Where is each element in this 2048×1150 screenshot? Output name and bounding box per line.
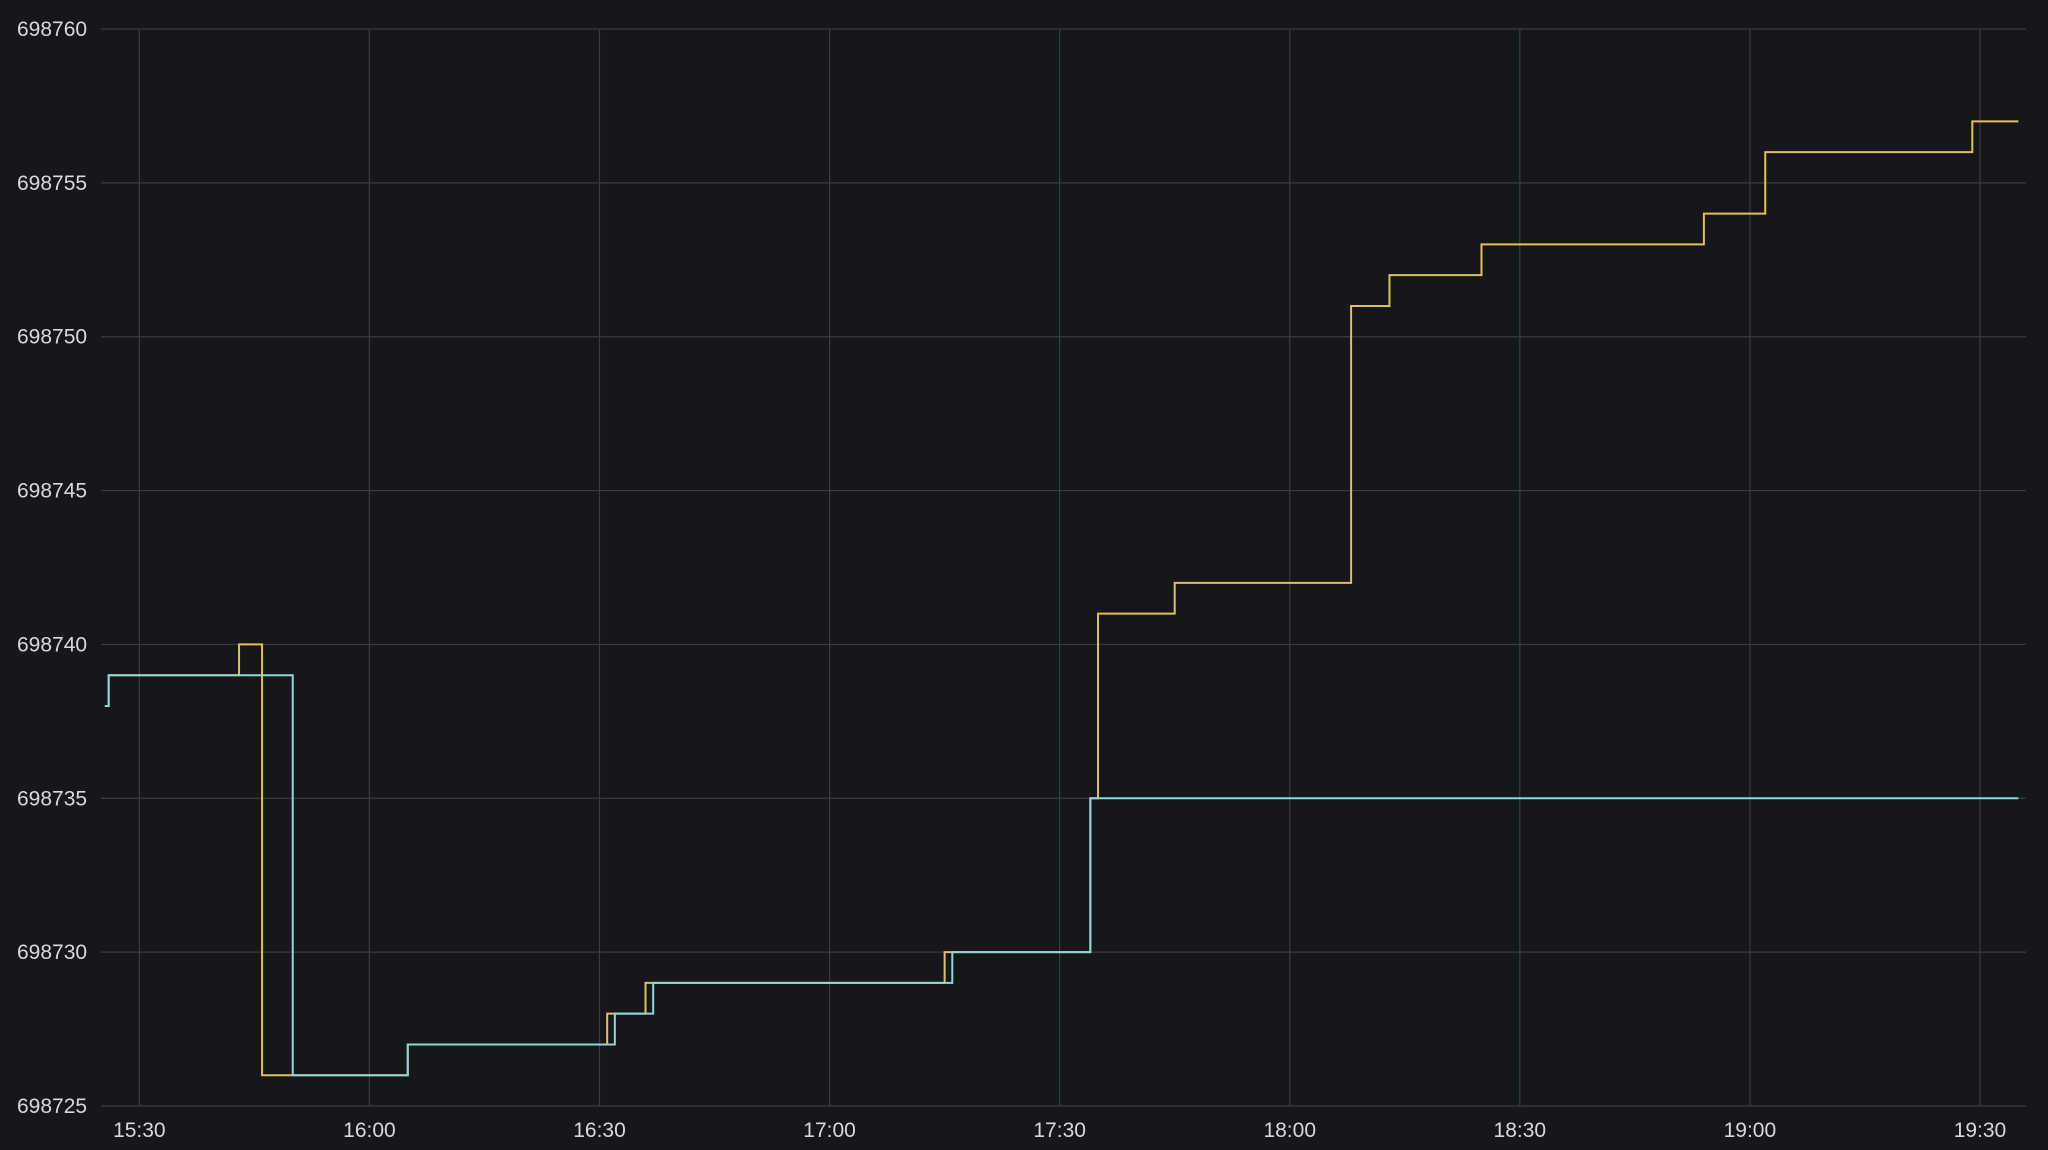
- y-tick-label: 698735: [17, 787, 87, 810]
- y-tick-label: 698745: [17, 480, 87, 503]
- series-line: [104, 120, 2019, 1077]
- x-tick-label: 17:00: [803, 1119, 856, 1142]
- x-tick-label: 16:30: [573, 1119, 626, 1142]
- y-tick-label: 698725: [17, 1095, 87, 1118]
- x-tick-label: 17:30: [1033, 1119, 1086, 1142]
- x-tick-label: 18:30: [1494, 1119, 1547, 1142]
- x-tick-label: 15:30: [113, 1119, 166, 1142]
- y-tick-label: 698760: [17, 18, 87, 41]
- y-axis-ticks: 698725 698730 698735 698740 698745 698750 6987…: [17, 18, 87, 1118]
- y-tick-label: 698755: [17, 172, 87, 195]
- x-axis-ticks: 15:30 16:00 16:30 17:00 17:30 18:00 18:30 19:00…: [113, 1119, 2006, 1142]
- x-tick-label: 16:00: [343, 1119, 396, 1142]
- series-line: [104, 674, 2019, 1077]
- x-tick-label: 19:30: [1954, 1119, 2007, 1142]
- x-tick-label: 18:00: [1263, 1119, 1316, 1142]
- y-tick-label: 698730: [17, 941, 87, 964]
- grid-lines: [101, 28, 2026, 1107]
- y-tick-label: 698750: [17, 326, 87, 349]
- y-tick-label: 698740: [17, 633, 87, 656]
- series-lines: [104, 120, 2019, 1077]
- series-0: [104, 120, 2019, 1077]
- x-tick-label: 19:00: [1724, 1119, 1777, 1142]
- series-1: [104, 674, 2019, 1077]
